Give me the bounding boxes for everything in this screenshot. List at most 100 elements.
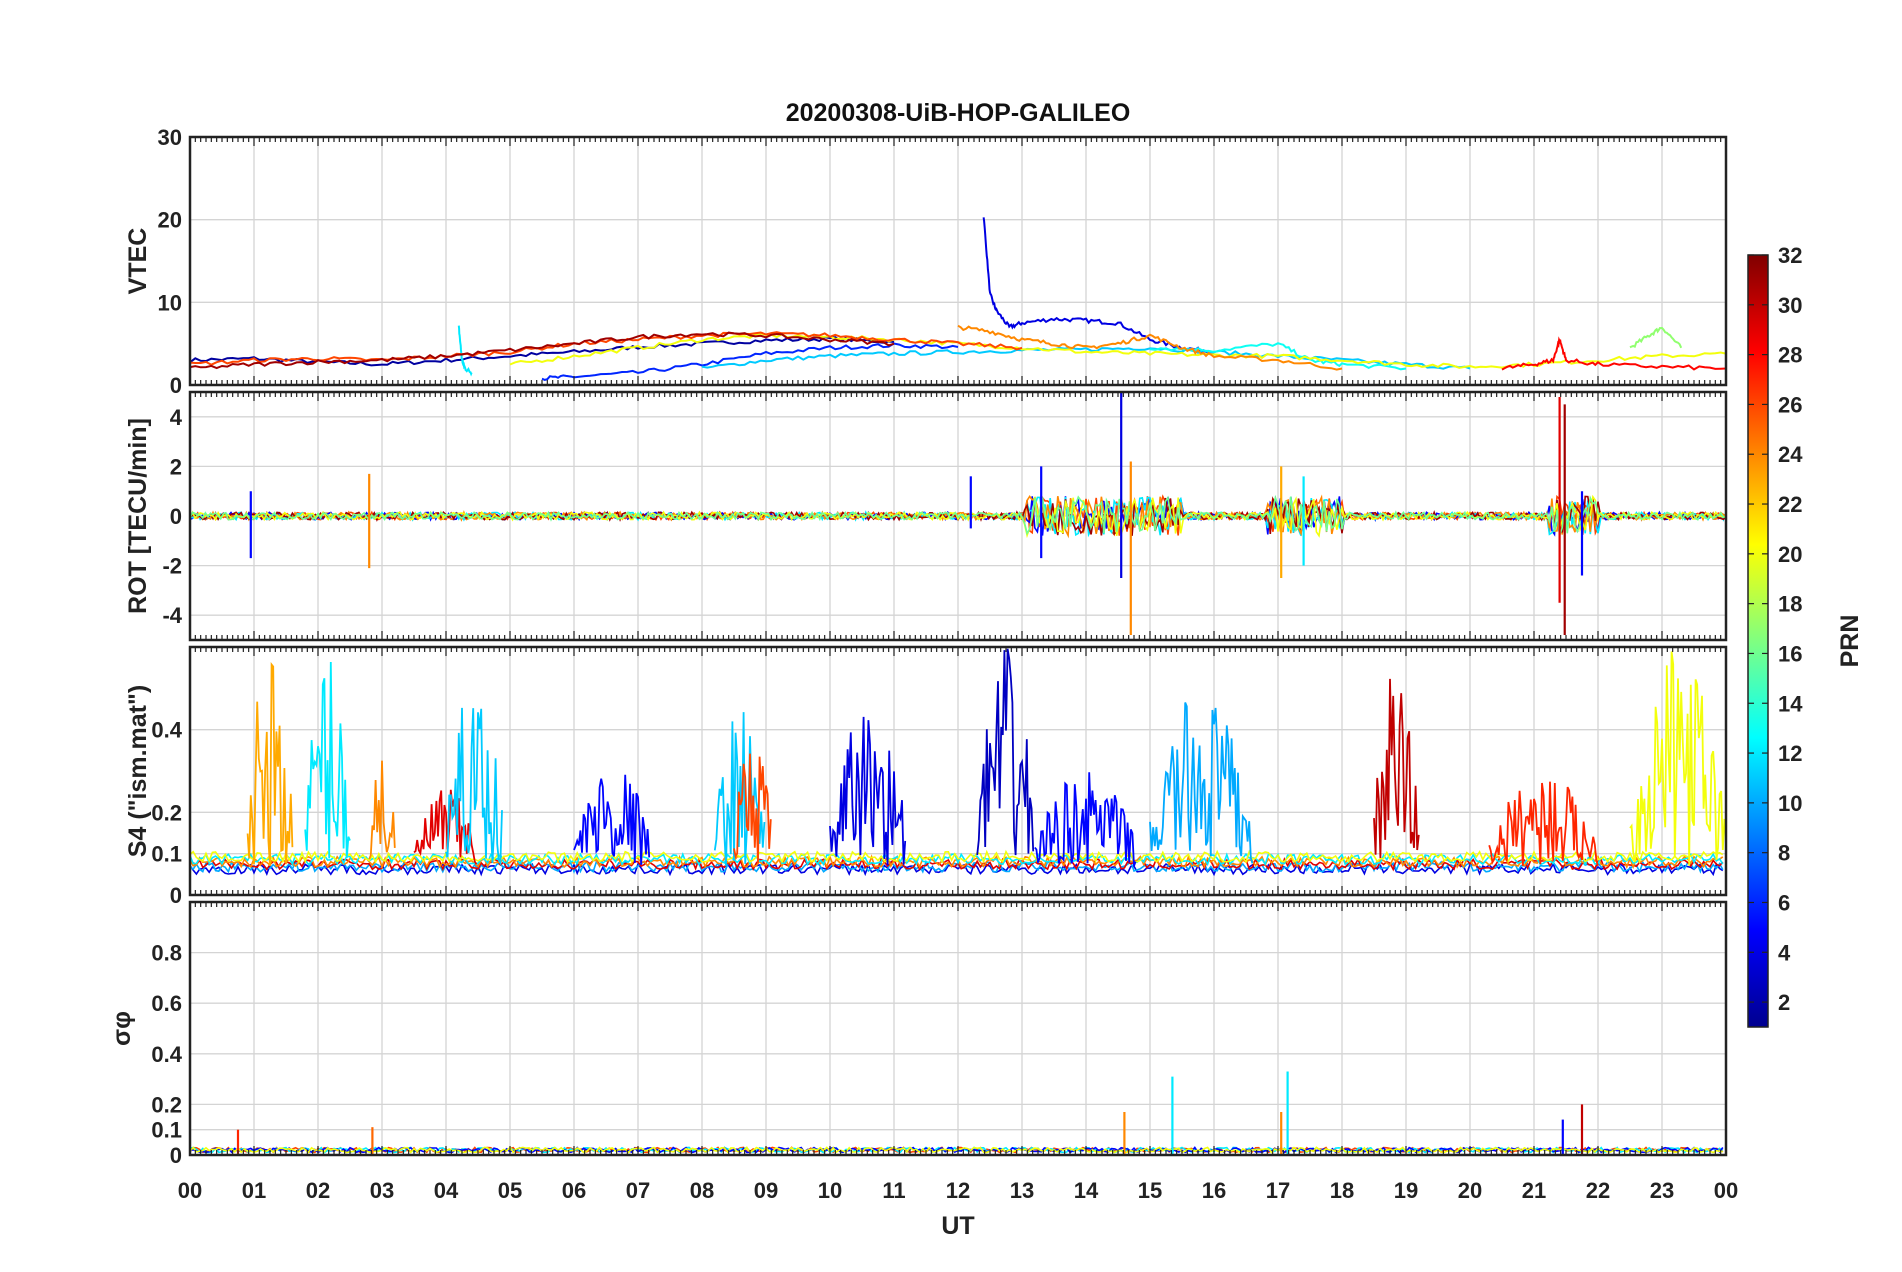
- y-tick-label: 0.4: [151, 1042, 182, 1067]
- x-tick-label: 05: [498, 1178, 522, 1203]
- x-tick-label: 09: [754, 1178, 778, 1203]
- s4-burst-prn-11: [713, 712, 766, 866]
- x-tick-label: 04: [434, 1178, 459, 1203]
- x-tick-label: 03: [370, 1178, 394, 1203]
- y-tick-label: 0: [170, 504, 182, 529]
- colorbar-tick-label: 4: [1778, 940, 1791, 965]
- y-tick-label: 0: [170, 883, 182, 908]
- y-tick-label: 4: [170, 405, 183, 430]
- y-tick-label: 0.1: [151, 842, 182, 867]
- colorbar-tick-label: 18: [1778, 592, 1802, 617]
- y-tick-label: 10: [158, 290, 182, 315]
- y-axis-label-s4: S4 ("ism.mat"): [124, 685, 152, 857]
- vtec-line-prn-31: [190, 331, 895, 370]
- y-tick-label: 0.6: [151, 991, 182, 1016]
- x-tick-label: 02: [306, 1178, 330, 1203]
- s4-burst-prn-4: [829, 716, 907, 866]
- x-tick-label: 20: [1458, 1178, 1482, 1203]
- s4-burst-prn-24: [368, 760, 396, 860]
- colorbar-tick-label: 16: [1778, 641, 1802, 666]
- y-axis-label-vtec: VTEC: [124, 228, 152, 295]
- x-tick-label: 12: [946, 1178, 970, 1203]
- vtec-line-prn-26: [190, 331, 1023, 366]
- colorbar-tick-label: 28: [1778, 343, 1802, 368]
- colorbar-label: PRN: [1836, 615, 1864, 668]
- y-tick-label: 0.8: [151, 941, 182, 966]
- s4-burst-prn-20: [1629, 651, 1726, 866]
- s4-baseline-prn-29: [190, 856, 1724, 872]
- series-group: [190, 217, 1726, 381]
- s4-baseline-prn-20: [190, 849, 1724, 865]
- s4-burst-prn-5: [573, 774, 651, 865]
- x-tick-label: 18: [1330, 1178, 1354, 1203]
- panel-rot: -4 -2 0 2 4 ROT [TECU/min]: [124, 390, 1728, 642]
- x-tick-label: 13: [1010, 1178, 1034, 1203]
- s4-burst-prn-12: [304, 661, 351, 859]
- s4-burst-prn-3: [976, 648, 1035, 856]
- y-tick-label: 0: [170, 373, 182, 398]
- x-tick-label: 00: [1714, 1178, 1738, 1203]
- colorbar-tick-label: 10: [1778, 791, 1802, 816]
- y-tick-label: -4: [162, 603, 182, 628]
- vtec-line-prn-6: [541, 342, 959, 381]
- x-tick-label: 16: [1202, 1178, 1226, 1203]
- x-tick-label: 17: [1266, 1178, 1290, 1203]
- x-tick-label: 08: [690, 1178, 714, 1203]
- vtec-line-prn-17: [1629, 326, 1683, 349]
- x-tick-label: 23: [1650, 1178, 1674, 1203]
- y-tick-label: 0.1: [151, 1118, 182, 1143]
- panel-vtec: 0 10 20 30 VTEC: [124, 125, 1728, 398]
- series-group: [190, 392, 1726, 636]
- s4-burst-prn-5: [1034, 772, 1137, 867]
- colorbar-tick-label: 12: [1778, 741, 1802, 766]
- chart-title: 20200308-UiB-HOP-GALILEO: [786, 99, 1131, 127]
- x-axis-label: UT: [941, 1212, 974, 1240]
- x-tick-label: 22: [1586, 1178, 1610, 1203]
- s4-burst-prn-23: [246, 662, 294, 867]
- y-tick-label: -2: [162, 554, 182, 579]
- y-tick-label: 2: [170, 454, 182, 479]
- y-tick-label: 30: [158, 125, 182, 150]
- colorbar-tick-label: 8: [1778, 841, 1790, 866]
- colorbar-tick-label: 2: [1778, 990, 1790, 1015]
- x-tick-label: 00: [178, 1178, 202, 1203]
- panel-sigma_phi: 00.10.2 0.4 0.6 0.8 σφ: [108, 900, 1728, 1168]
- vtec-line-prn-2: [190, 336, 895, 367]
- y-tick-label: 0.2: [151, 800, 182, 825]
- x-tick-label: 01: [242, 1178, 266, 1203]
- panel-s4: 0 0.1 0.2 0.4S4 ("ism.mat"): [124, 645, 1728, 908]
- x-tick-label: 14: [1074, 1178, 1099, 1203]
- series-group: [190, 648, 1726, 877]
- y-tick-label: 20: [158, 208, 182, 233]
- colorbar-tick-label: 20: [1778, 542, 1802, 567]
- y-tick-label: 0.2: [151, 1092, 182, 1117]
- colorbar-tick-label: 14: [1778, 691, 1803, 716]
- s4-burst-prn-26: [733, 753, 772, 864]
- colorbar-tick-label: 22: [1778, 492, 1802, 517]
- x-tick-label: 11: [882, 1178, 905, 1203]
- rot-line-prn-16: [190, 494, 1726, 536]
- panel-frame: [188, 135, 1728, 387]
- colorbar-tick-label: 30: [1778, 293, 1802, 318]
- vtec-line-prn-12: [457, 325, 473, 377]
- y-tick-label: 0: [170, 1143, 182, 1168]
- x-tick-label: 19: [1394, 1178, 1418, 1203]
- x-axis: 00 01 02 03 04 05 06 07 08 09 10 11 12 13 14 15 16 17 18 19…: [178, 1178, 1738, 1203]
- x-tick-label: 15: [1138, 1178, 1162, 1203]
- x-tick-label: 10: [818, 1178, 842, 1203]
- s4-burst-prn-27: [1488, 781, 1599, 867]
- vtec-line-prn-13: [1149, 342, 1407, 371]
- y-axis-label-rot: ROT [TECU/min]: [124, 418, 152, 614]
- s4-burst-prn-10: [1149, 702, 1254, 864]
- x-tick-label: 06: [562, 1178, 586, 1203]
- colorbar-tick-label: 6: [1778, 890, 1790, 915]
- s4-burst-prn-11: [445, 707, 503, 867]
- vtec-line-prn-11: [701, 346, 1471, 370]
- vtec-line-prn-20: [509, 332, 1726, 369]
- panel-frame: [188, 645, 1728, 897]
- y-axis-label-sigma_phi: σφ: [108, 1011, 136, 1046]
- colorbar-tick-label: 24: [1778, 442, 1803, 467]
- s4-burst-prn-30: [1373, 678, 1420, 859]
